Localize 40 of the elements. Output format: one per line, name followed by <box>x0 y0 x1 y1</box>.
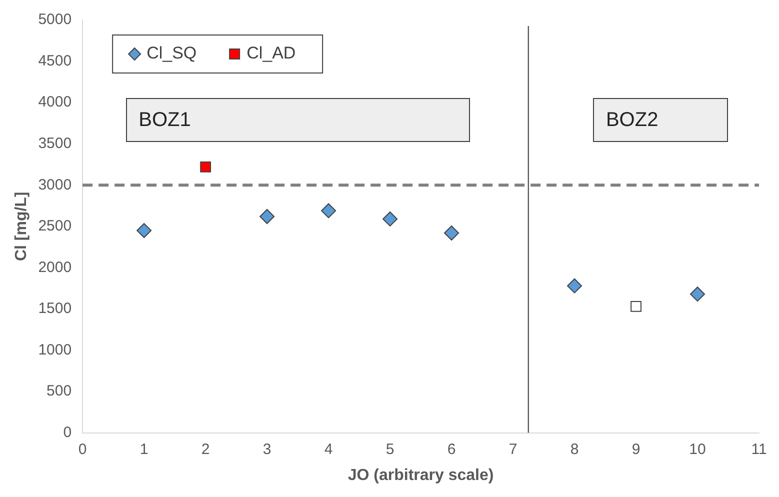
annotation: BOZ1 <box>138 108 191 132</box>
x-tick-label: 7 <box>508 440 518 458</box>
point <box>382 211 398 226</box>
y-tick-label: 4000 <box>38 94 72 111</box>
y-tick-label: 1000 <box>38 341 72 358</box>
x-tick-label: 10 <box>689 440 706 458</box>
y-tick-label: 1500 <box>38 300 72 318</box>
point <box>200 162 212 172</box>
x-tick-label: 1 <box>140 440 148 458</box>
x-tick-label: 11 <box>751 440 767 458</box>
y-tick-label: 2500 <box>38 218 72 235</box>
point <box>444 226 460 241</box>
x-tick-label: 2 <box>201 440 210 458</box>
label-box: BOZ1 <box>126 98 470 142</box>
annotation: BOZ2 <box>606 108 658 132</box>
point <box>630 301 642 312</box>
x-tick-label: 9 <box>632 440 640 458</box>
y-tick-label: 3500 <box>38 134 72 152</box>
y-tick-label: 3000 <box>38 176 72 194</box>
point <box>321 203 336 218</box>
x-tick-label: 4 <box>324 440 333 458</box>
y-tick-label: 5000 <box>38 11 72 28</box>
point <box>136 223 152 238</box>
legend-label: Cl_AD <box>246 44 296 63</box>
x-tick-label: 5 <box>386 440 394 458</box>
y-tick-label: 2000 <box>38 258 72 276</box>
x-tick-label: 3 <box>262 440 272 458</box>
y-tick-label: 500 <box>46 382 72 400</box>
x-tick-label: 6 <box>447 440 456 458</box>
x-axis-title: JO (arbitrary scale) <box>348 466 494 484</box>
x-tick-label: 0 <box>78 440 87 458</box>
point <box>260 208 275 224</box>
legend-label: Cl_SQ <box>146 44 197 63</box>
y-tick-label: 0 <box>63 424 72 441</box>
y-tick-label: 4500 <box>38 52 72 70</box>
x-tick-label: 8 <box>570 440 579 458</box>
label-box: BOZ2 <box>592 98 728 142</box>
point <box>690 286 706 302</box>
y-axis-title: Cl [mg/L] <box>13 192 30 262</box>
point <box>567 278 582 294</box>
